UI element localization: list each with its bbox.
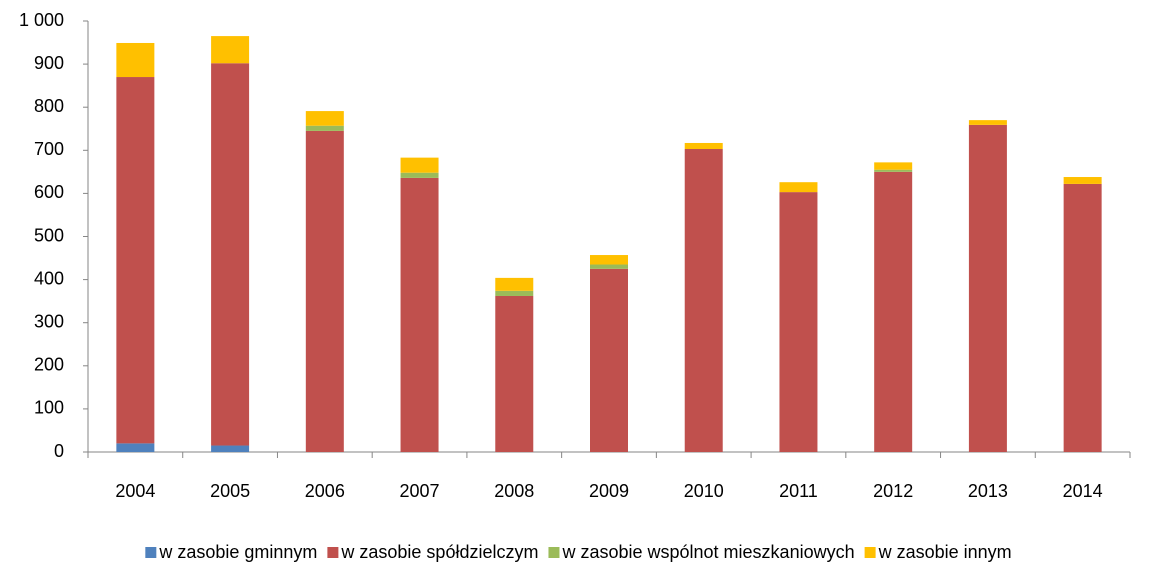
bar-segment [590,264,628,269]
y-tick-label: 600 [34,182,64,202]
x-tick-label: 2006 [305,481,345,501]
y-tick-label: 800 [34,96,64,116]
y-tick-label: 1 000 [19,10,64,30]
x-tick-label: 2011 [779,481,818,501]
bar-segment [495,290,534,296]
bar-segment [1063,177,1102,184]
x-tick-label: 2013 [968,481,1008,501]
legend-label: w zasobie innym [878,542,1012,562]
y-tick-label: 200 [34,355,64,375]
bar-segment [590,268,628,452]
x-tick-label: 2014 [1063,481,1103,501]
x-tick-label: 2012 [873,481,913,501]
x-tick-label: 2010 [684,481,724,501]
bar-segment [400,172,439,178]
bar-segment [968,124,1007,452]
bar-segment [495,295,534,452]
bar-segment [400,157,439,173]
legend-swatch [145,547,157,558]
bar-segment [590,255,628,265]
bar-segment [116,42,155,78]
legend-swatch [548,547,560,558]
bar-segment [874,171,913,452]
x-tick-label: 2008 [494,481,534,501]
bar-segment [211,36,250,64]
y-tick-label: 100 [34,398,64,418]
x-tick-label: 2004 [115,481,155,501]
y-tick-label: 700 [34,139,64,159]
bar-segment [684,149,723,452]
y-tick-label: 400 [34,268,64,288]
y-tick-label: 0 [54,441,64,461]
y-tick-label: 300 [34,311,64,331]
bar-segment [779,182,818,193]
bar-segment [400,177,439,452]
x-tick-label: 2009 [589,481,629,501]
bar-segment [305,125,344,131]
bar-segment [1063,183,1102,452]
bar-segment [116,443,155,452]
y-tick-label: 500 [34,225,64,245]
bar-segment [211,445,250,452]
legend-label: w zasobie gminnym [158,542,317,562]
bar-segment [211,63,250,446]
bar-segment [305,130,344,452]
y-tick-label: 900 [34,53,64,73]
legend-label: w zasobie spółdzielczym [340,542,538,562]
x-tick-label: 2005 [210,481,250,501]
x-tick-label: 2007 [400,481,440,501]
bar-segment [779,192,818,452]
bar-segment [968,120,1007,125]
bar-segment [116,77,155,444]
bar-segment [495,277,534,291]
legend-swatch [327,547,339,558]
bar-segment [874,162,913,170]
bar-segment [684,142,723,150]
bar-segment [305,111,344,126]
legend-swatch [864,547,876,558]
bar-segment [874,169,913,172]
legend-label: w zasobie wspólnot mieszkaniowych [561,542,854,562]
